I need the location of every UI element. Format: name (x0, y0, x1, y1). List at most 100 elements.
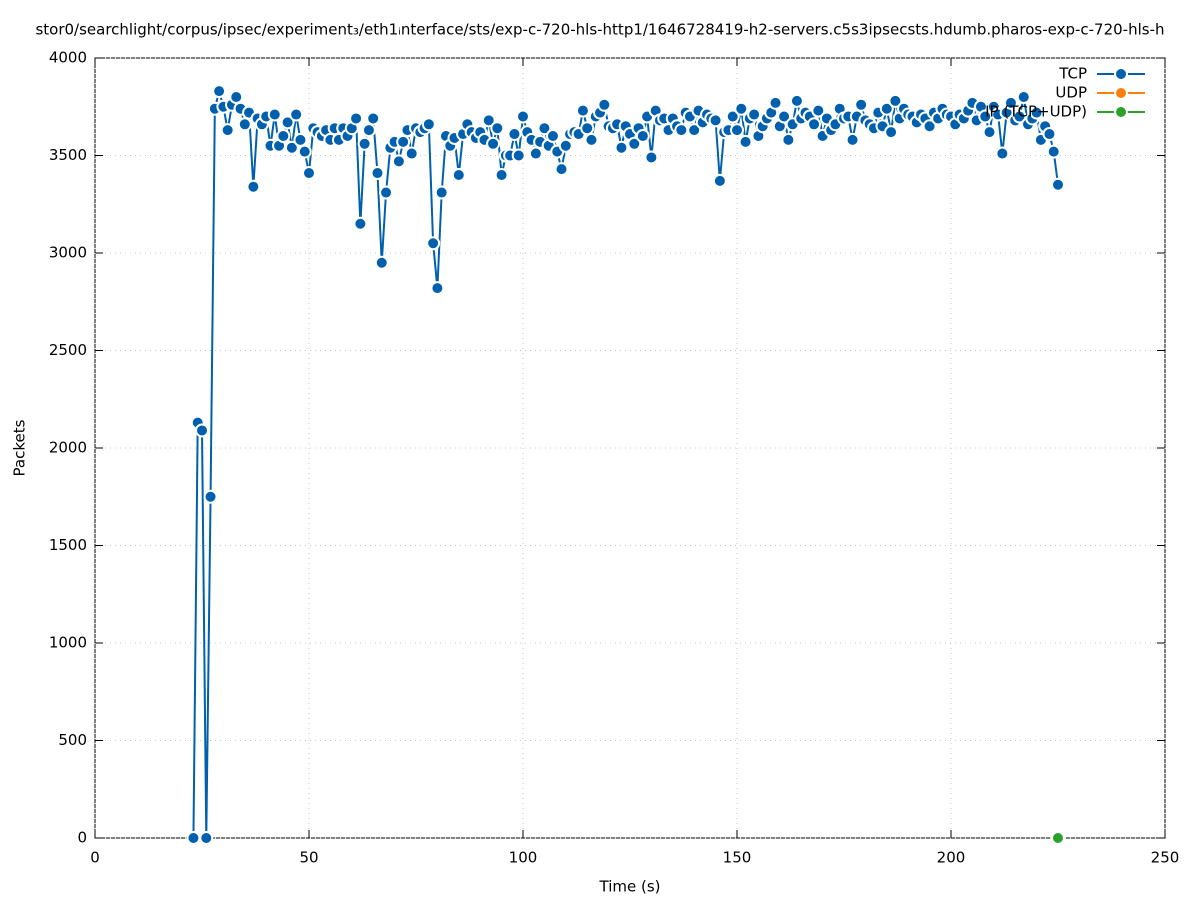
data-point (430, 281, 445, 296)
data-point (854, 97, 869, 112)
data-point (687, 123, 702, 138)
data-point (516, 109, 530, 124)
data-point (212, 84, 227, 99)
data-point (366, 111, 381, 126)
x-tick-label: 100 (509, 849, 538, 867)
data-point (396, 134, 411, 149)
data-point (781, 132, 796, 147)
y-tick-label: 3000 (49, 244, 87, 262)
data-point (922, 119, 937, 134)
x-tick-label: 250 (1151, 849, 1180, 867)
legend-marker (1114, 105, 1128, 119)
data-point (674, 123, 689, 138)
data-point (1042, 127, 1057, 142)
data-point (186, 831, 201, 845)
data-point (558, 138, 573, 153)
data-point (1051, 831, 1065, 845)
data-point (554, 162, 569, 177)
data-point (507, 127, 522, 142)
data-point (635, 129, 650, 143)
data-point (712, 173, 727, 188)
data-point (246, 179, 261, 194)
data-point (734, 101, 749, 116)
data-point (725, 109, 740, 124)
data-point (730, 123, 744, 138)
y-axis-label: Packets (11, 419, 29, 476)
data-point (738, 134, 753, 149)
y-tick-label: 1000 (49, 634, 87, 652)
data-point (1051, 177, 1065, 192)
legend-label: TCP (1058, 65, 1087, 83)
x-tick-label: 150 (723, 849, 752, 867)
y-tick-label: 1500 (49, 536, 87, 554)
data-point (879, 101, 894, 116)
data-point (1046, 144, 1061, 159)
data-point (644, 150, 659, 165)
data-point (404, 146, 419, 161)
data-point (888, 93, 903, 108)
data-point (490, 121, 505, 136)
data-point (229, 90, 244, 104)
data-point (421, 117, 436, 132)
data-point (811, 103, 826, 118)
data-point (280, 115, 295, 130)
data-point (845, 132, 860, 147)
data-point (884, 125, 899, 140)
data-point (237, 117, 252, 132)
data-point (1003, 95, 1018, 110)
data-point (768, 95, 783, 110)
data-point (267, 107, 282, 122)
data-point (451, 168, 466, 182)
data-point (978, 109, 993, 124)
data-point (481, 113, 496, 128)
data-point (353, 216, 368, 231)
data-point (434, 185, 449, 200)
data-point (982, 125, 997, 140)
data-point (789, 93, 804, 108)
data-point (627, 136, 642, 151)
data-point (528, 146, 543, 161)
data-point (597, 97, 612, 112)
data-point (584, 132, 599, 147)
data-point (511, 148, 526, 163)
data-point (374, 255, 389, 270)
y-tick-label: 2000 (49, 439, 87, 457)
data-point (807, 117, 822, 132)
x-tick-label: 0 (90, 849, 100, 867)
data-point (545, 129, 560, 143)
data-point (302, 166, 316, 181)
data-point (614, 140, 629, 155)
data-point (284, 140, 299, 155)
x-axis-label: Time (s) (599, 878, 661, 896)
y-tick-label: 500 (58, 731, 87, 749)
y-tick-label: 2500 (49, 341, 87, 359)
data-point (1016, 90, 1031, 104)
data-point (537, 121, 552, 136)
data-point (580, 121, 595, 136)
data-point (289, 107, 304, 122)
data-point (494, 168, 509, 182)
y-tick-label: 3500 (49, 146, 87, 164)
legend-marker (1114, 67, 1128, 81)
series-line (192, 87, 1059, 838)
chart-title: stor0/searchlight/corpus/ipsec/experimen… (35, 21, 1164, 39)
data-point (276, 129, 291, 143)
data-point (349, 111, 364, 126)
data-point (1029, 105, 1044, 120)
data-point (777, 109, 792, 124)
legend-label: UDP (1055, 84, 1087, 102)
data-point (297, 144, 312, 159)
data-point (575, 103, 590, 118)
data-point (426, 236, 441, 251)
legend-label: IP (TCP+UDP) (985, 103, 1087, 121)
y-tick-label: 4000 (49, 49, 87, 67)
x-tick-label: 50 (299, 849, 318, 867)
y-tick-label: 0 (77, 829, 87, 847)
data-point (203, 489, 218, 504)
data-point (195, 423, 209, 438)
data-point (747, 107, 762, 122)
data-point (220, 123, 235, 138)
data-point (1012, 109, 1027, 124)
